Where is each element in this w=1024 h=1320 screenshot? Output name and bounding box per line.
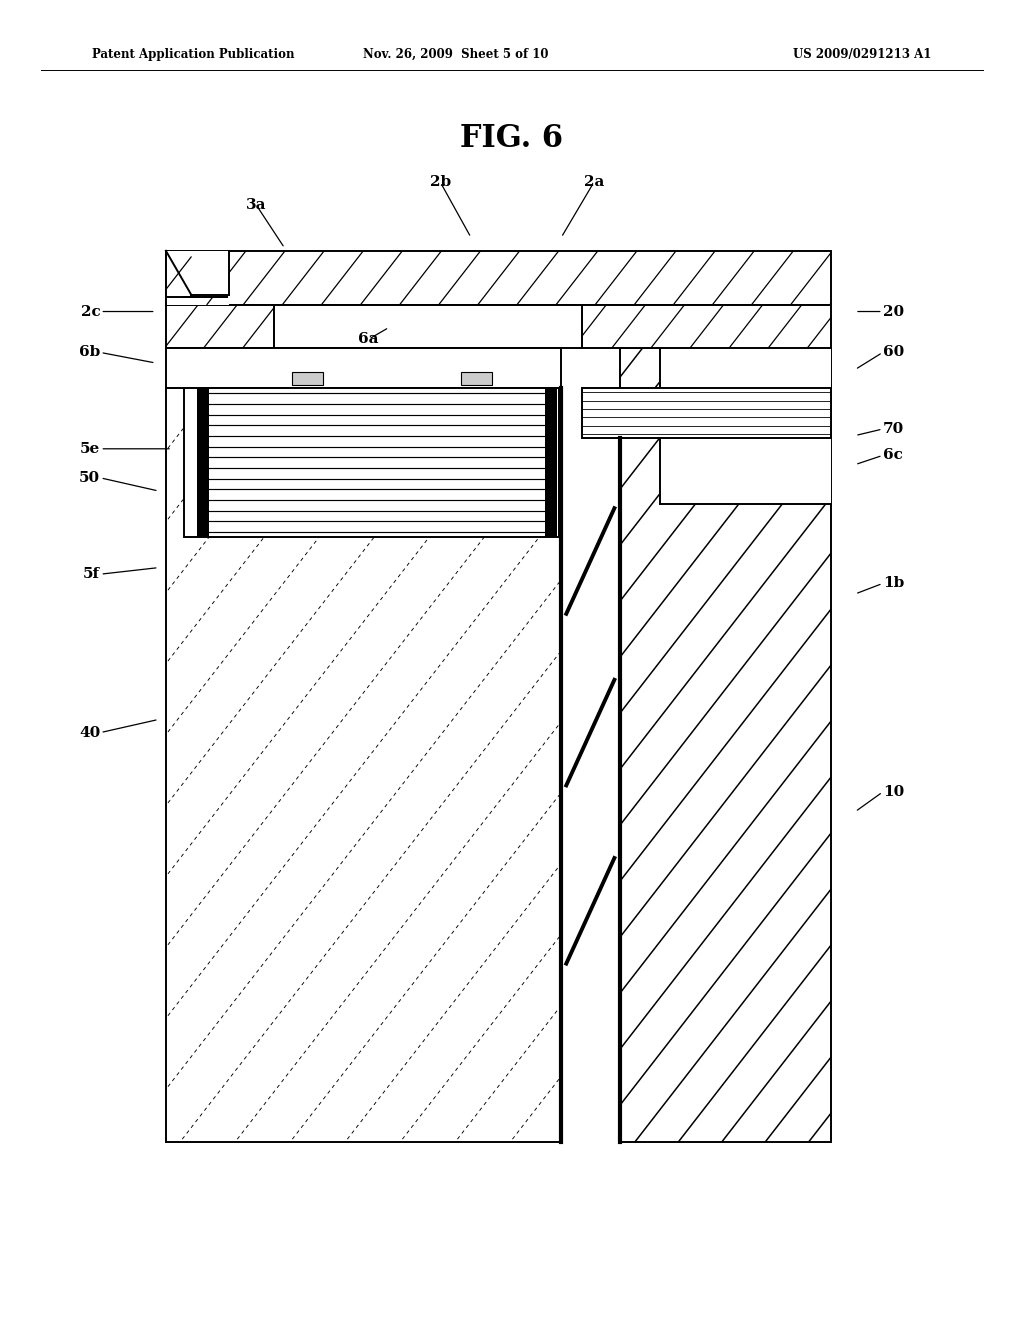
Text: 6b: 6b <box>79 346 100 359</box>
Bar <box>166 251 227 297</box>
Text: 1b: 1b <box>883 577 904 590</box>
Bar <box>545 388 557 537</box>
Bar <box>184 388 559 537</box>
Bar <box>197 388 209 537</box>
Bar <box>166 251 831 305</box>
Text: 2a: 2a <box>584 176 604 189</box>
Bar <box>461 372 492 385</box>
Text: 2c: 2c <box>81 305 100 318</box>
Bar <box>660 348 831 504</box>
Text: 6a: 6a <box>358 333 379 346</box>
Text: 5e: 5e <box>80 442 100 455</box>
Bar <box>582 388 831 438</box>
Text: FIG. 6: FIG. 6 <box>461 123 563 154</box>
Text: 2b: 2b <box>430 176 451 189</box>
Text: 6c: 6c <box>883 449 902 462</box>
Bar <box>582 305 831 348</box>
Text: 10: 10 <box>883 785 904 799</box>
Text: US 2009/0291213 A1: US 2009/0291213 A1 <box>794 48 932 61</box>
Bar <box>292 372 323 385</box>
Bar <box>166 251 229 305</box>
Text: 5f: 5f <box>83 568 100 581</box>
Bar <box>166 348 561 388</box>
Text: Nov. 26, 2009  Sheet 5 of 10: Nov. 26, 2009 Sheet 5 of 10 <box>362 48 549 61</box>
Bar <box>166 305 274 348</box>
Text: 70: 70 <box>883 422 904 436</box>
Bar <box>166 388 561 1142</box>
Text: 20: 20 <box>883 305 904 318</box>
Bar <box>274 305 582 348</box>
Text: 60: 60 <box>883 346 904 359</box>
Text: 3a: 3a <box>246 198 266 211</box>
Bar <box>620 348 831 1142</box>
Text: 40: 40 <box>79 726 100 739</box>
Text: 50: 50 <box>79 471 100 484</box>
Text: Patent Application Publication: Patent Application Publication <box>92 48 295 61</box>
